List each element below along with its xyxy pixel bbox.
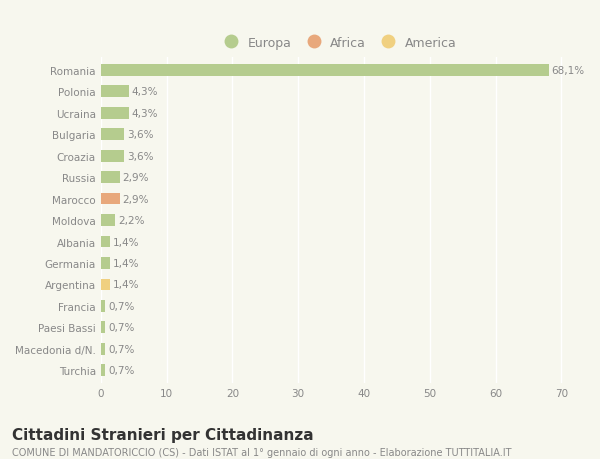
Bar [101, 151, 124, 162]
Text: 2,9%: 2,9% [122, 194, 149, 204]
Text: 3,6%: 3,6% [127, 130, 154, 140]
Legend: Europa, Africa, America: Europa, Africa, America [214, 32, 461, 55]
Bar [101, 322, 106, 334]
Text: 1,4%: 1,4% [113, 237, 139, 247]
Text: COMUNE DI MANDATORICCIO (CS) - Dati ISTAT al 1° gennaio di ogni anno - Elaborazi: COMUNE DI MANDATORICCIO (CS) - Dati ISTA… [12, 448, 511, 458]
Bar [101, 300, 106, 312]
Bar [101, 236, 110, 248]
Bar [101, 257, 110, 269]
Bar [101, 364, 106, 376]
Text: 0,7%: 0,7% [108, 323, 134, 333]
Text: 1,4%: 1,4% [113, 280, 139, 290]
Text: 4,3%: 4,3% [131, 87, 158, 97]
Text: 4,3%: 4,3% [131, 108, 158, 118]
Bar [101, 193, 120, 205]
Text: 0,7%: 0,7% [108, 365, 134, 375]
Bar [101, 279, 110, 291]
Bar [101, 172, 120, 184]
Text: 68,1%: 68,1% [551, 66, 584, 76]
Text: 0,7%: 0,7% [108, 344, 134, 354]
Bar [101, 129, 124, 141]
Bar [101, 65, 549, 77]
Bar [101, 107, 129, 119]
Text: 2,2%: 2,2% [118, 216, 145, 225]
Text: Cittadini Stranieri per Cittadinanza: Cittadini Stranieri per Cittadinanza [12, 427, 314, 442]
Bar [101, 215, 115, 226]
Text: 3,6%: 3,6% [127, 151, 154, 161]
Text: 0,7%: 0,7% [108, 301, 134, 311]
Bar [101, 343, 106, 355]
Text: 2,9%: 2,9% [122, 173, 149, 183]
Bar [101, 86, 129, 98]
Text: 1,4%: 1,4% [113, 258, 139, 269]
